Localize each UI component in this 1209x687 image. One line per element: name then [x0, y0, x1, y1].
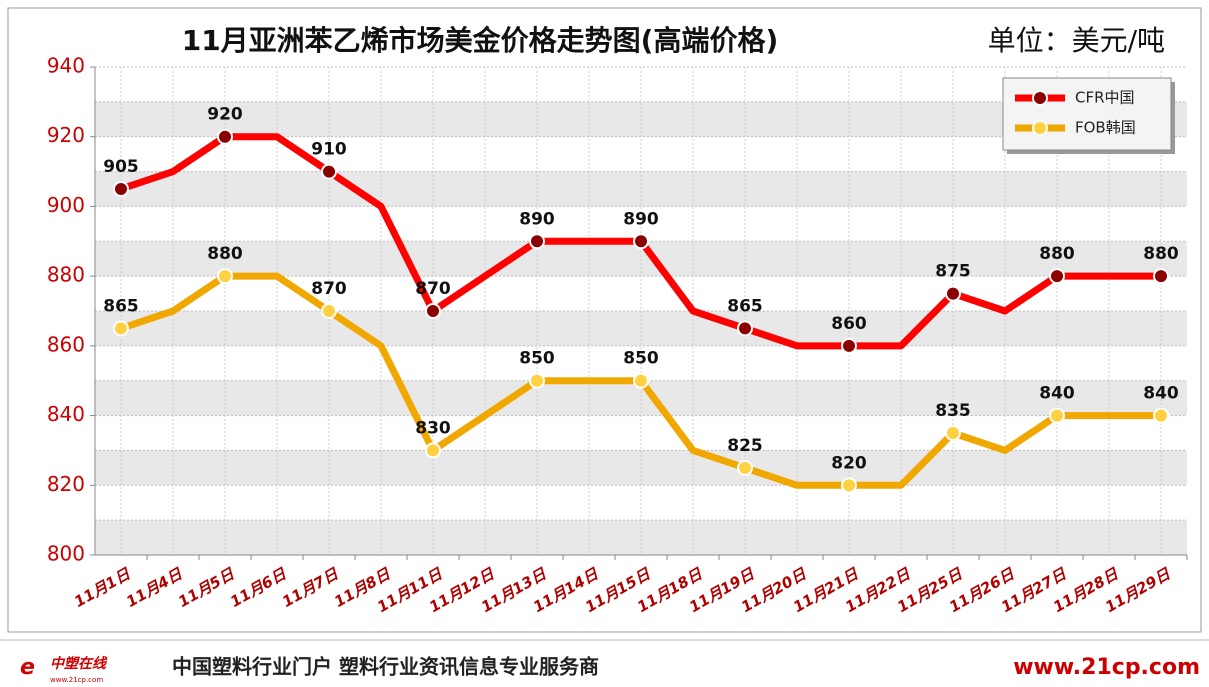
data-label: 880 [1039, 244, 1075, 264]
data-label: 890 [519, 209, 555, 229]
data-label: 870 [311, 279, 347, 299]
legend-label: CFR中国 [1075, 89, 1135, 107]
point-marker [945, 425, 961, 441]
data-label: 860 [831, 314, 867, 334]
point-marker [217, 128, 233, 145]
data-label: 840 [1143, 384, 1179, 404]
data-label: 865 [727, 296, 763, 316]
point-marker [633, 233, 649, 250]
point-marker [1049, 407, 1065, 424]
point-marker [945, 285, 961, 302]
data-label: 830 [415, 418, 451, 438]
data-label: 870 [415, 279, 451, 299]
legend-marker [1032, 120, 1048, 136]
point-marker [529, 233, 545, 250]
point-marker [737, 459, 753, 476]
chart-title: 11月亚洲苯乙烯市场美金价格走势图(高端价格) [182, 24, 779, 57]
data-label: 835 [935, 401, 971, 421]
point-marker [841, 477, 857, 494]
data-label: 880 [1143, 244, 1179, 264]
y-tick-label: 920 [47, 123, 85, 147]
legend-label: FOB韩国 [1075, 119, 1136, 137]
data-label: 825 [727, 436, 763, 456]
footer-url: www.21cp.com [1013, 655, 1200, 680]
y-tick-label: 880 [47, 263, 85, 287]
unit-label: 单位：美元/吨 [988, 24, 1165, 57]
data-label: 865 [103, 296, 139, 316]
point-marker [113, 181, 129, 197]
point-marker [321, 303, 337, 319]
data-label: 850 [519, 349, 555, 369]
footer-logo: e [20, 655, 35, 680]
point-marker [737, 320, 753, 337]
legend-marker [1032, 90, 1048, 106]
point-marker [841, 337, 857, 354]
data-label: 890 [623, 209, 659, 229]
point-marker [529, 372, 545, 389]
data-label: 820 [831, 453, 867, 473]
data-label: 880 [207, 244, 243, 264]
y-tick-label: 820 [47, 472, 85, 496]
data-label: 840 [1039, 384, 1075, 404]
y-tick-label: 840 [47, 402, 85, 426]
point-marker [633, 372, 649, 389]
data-label: 905 [103, 157, 139, 177]
point-marker [113, 320, 129, 337]
legend-box [1002, 77, 1172, 151]
y-tick-label: 900 [47, 193, 85, 217]
point-marker [321, 163, 337, 180]
point-marker [1049, 268, 1065, 285]
y-tick-label: 800 [47, 542, 85, 566]
footer-slogan: 中国塑料行业门户 塑料行业资讯信息专业服务商 [172, 655, 599, 679]
y-tick-label: 860 [47, 332, 85, 356]
data-label: 850 [623, 349, 659, 369]
grid-stripe [95, 520, 1187, 555]
data-label: 920 [207, 105, 243, 125]
point-marker [1153, 407, 1169, 424]
point-marker [217, 268, 233, 285]
point-marker [425, 442, 441, 459]
footer-logo-url: www.21cp.com [50, 676, 103, 684]
data-label: 875 [935, 262, 971, 282]
point-marker [425, 303, 441, 319]
y-tick-label: 940 [47, 54, 85, 78]
data-label: 910 [311, 140, 347, 160]
point-marker [1153, 268, 1169, 285]
footer-logo-text: 中塑在线 [50, 655, 108, 672]
